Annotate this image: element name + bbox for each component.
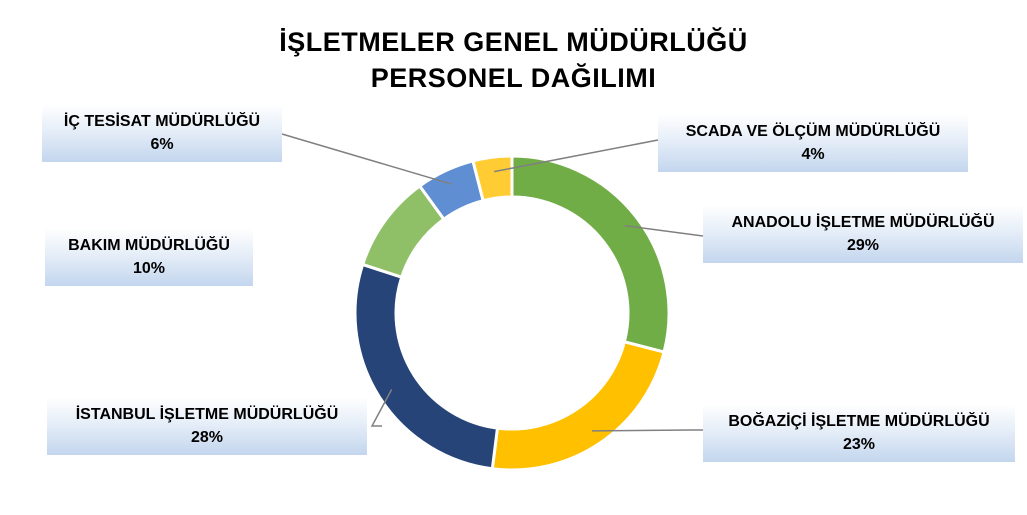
label-value: 4% — [801, 146, 825, 163]
leader-line-bogazici — [592, 429, 703, 432]
leader-line-scada — [493, 139, 659, 173]
label-name: BAKIM MÜDÜRLÜĞÜ — [68, 237, 230, 254]
label-name: İSTANBUL İŞLETME MÜDÜRLÜĞÜ — [75, 406, 339, 423]
donut-slice-bogazici — [490, 340, 666, 472]
leader-line-anadolu — [624, 224, 704, 237]
leader-line-istanbul — [370, 389, 393, 427]
data-label-scada: SCADA VE ÖLÇÜM MÜDÜRLÜĞÜ 4% — [658, 114, 968, 172]
data-label-ic-tesisat: İÇ TESİSAT MÜDÜRLÜĞÜ 6% — [42, 104, 282, 162]
label-name: ANADOLU İŞLETME MÜDÜRLÜĞÜ — [731, 214, 995, 231]
label-value: 23% — [842, 436, 876, 453]
data-label-anadolu: ANADOLU İŞLETME MÜDÜRLÜĞÜ 29% — [703, 205, 1023, 263]
label-name: BOĞAZİÇİ İŞLETME MÜDÜRLÜĞÜ — [728, 413, 990, 430]
data-label-bogazici: BOĞAZİÇİ İŞLETME MÜDÜRLÜĞÜ 23% — [703, 404, 1015, 462]
chart-title: İŞLETMELER GENEL MÜDÜRLÜĞÜ PERSONEL DAĞI… — [0, 24, 1027, 96]
label-value: 28% — [190, 429, 224, 446]
donut-slice-istanbul — [353, 262, 500, 471]
label-value: 29% — [846, 237, 880, 254]
data-label-istanbul: İSTANBUL İŞLETME MÜDÜRLÜĞÜ 28% — [47, 397, 367, 455]
label-name: SCADA VE ÖLÇÜM MÜDÜRLÜĞÜ — [685, 123, 941, 140]
donut-slice-scada — [471, 154, 514, 203]
donut-slice-anadolu — [510, 154, 671, 354]
label-name: İÇ TESİSAT MÜDÜRLÜĞÜ — [63, 113, 261, 130]
label-value: 10% — [132, 260, 166, 277]
data-label-bakim: BAKIM MÜDÜRLÜĞÜ 10% — [45, 228, 253, 286]
chart-title-line-2: PERSONEL DAĞILIMI — [370, 63, 657, 93]
label-value: 6% — [150, 136, 174, 153]
leader-line-ic-tesisat — [281, 133, 452, 185]
chart-title-line-1: İŞLETMELER GENEL MÜDÜRLÜĞÜ — [279, 27, 748, 57]
